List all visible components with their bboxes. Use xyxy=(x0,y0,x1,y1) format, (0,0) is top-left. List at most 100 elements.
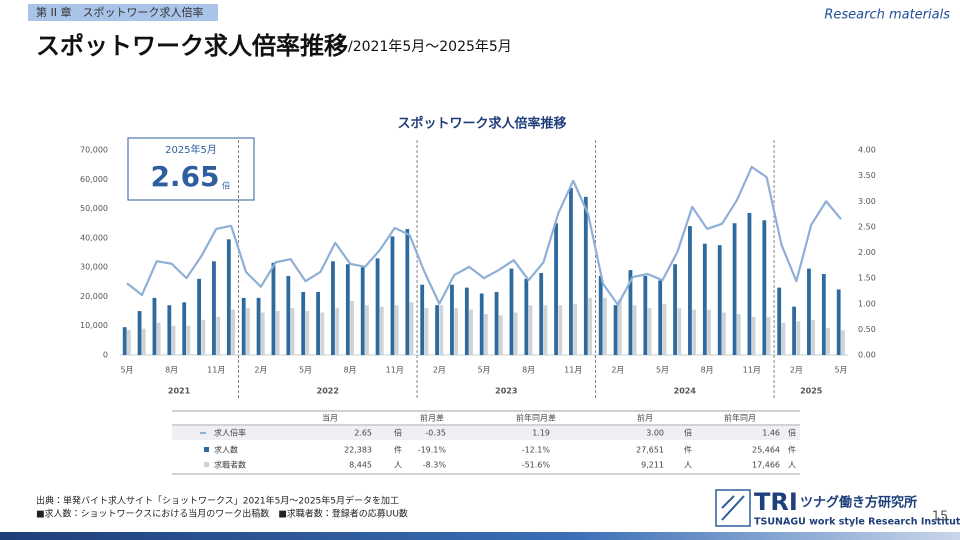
table-header: 前月差 xyxy=(420,413,444,423)
x-tick-label: 2月 xyxy=(790,366,803,375)
y2-tick-label: 3.00 xyxy=(858,197,876,206)
table-cell: 求人倍率 xyxy=(214,428,246,438)
bar xyxy=(182,302,187,355)
table-cell: 倍 xyxy=(394,428,402,438)
x-tick-label: 8月 xyxy=(344,366,357,375)
bar xyxy=(450,284,454,355)
table-cell: 件 xyxy=(394,445,402,455)
table-cell: 求職者数 xyxy=(214,460,246,470)
table-cell: -8.3% xyxy=(423,461,447,470)
callout-box xyxy=(127,137,255,201)
table-row-shade xyxy=(172,426,800,440)
bar xyxy=(617,299,622,355)
bar xyxy=(509,268,514,355)
table-cell: -19.1% xyxy=(418,446,447,455)
bar xyxy=(156,322,161,355)
x-tick-label: 5月 xyxy=(834,366,847,375)
table-cell: 1.46 xyxy=(762,429,780,438)
logo-icon-mark xyxy=(721,495,745,521)
table-cell: 件 xyxy=(788,445,796,455)
bar xyxy=(405,229,410,355)
table-cell: -12.1% xyxy=(522,446,551,455)
bar xyxy=(167,305,172,355)
bar xyxy=(246,308,250,355)
bar xyxy=(539,273,544,355)
bar xyxy=(420,284,425,355)
bar xyxy=(286,275,291,355)
chapter-tab xyxy=(28,4,218,21)
bar xyxy=(841,330,845,355)
tag: Research materials xyxy=(824,8,950,23)
table-cell: 22,383 xyxy=(344,446,372,455)
bar xyxy=(707,309,711,355)
bar xyxy=(632,305,637,355)
bar xyxy=(826,328,830,355)
bar xyxy=(554,223,558,355)
table-cell: 件 xyxy=(684,445,692,455)
x-tick-label: 11月 xyxy=(743,366,761,375)
bar xyxy=(766,316,771,355)
y-tick-label: 50,000 xyxy=(80,204,108,213)
bar xyxy=(796,321,801,355)
bar xyxy=(484,314,488,355)
x-tick-label: 11月 xyxy=(207,366,225,375)
y2-tick-label: 2.50 xyxy=(858,222,876,231)
bar xyxy=(141,328,146,355)
bar xyxy=(390,236,395,355)
bar xyxy=(305,311,310,355)
bar xyxy=(241,297,246,355)
bar xyxy=(122,327,127,355)
y2-tick-label: 0.50 xyxy=(858,325,876,334)
definition-note: ■求人数：ショットワークスにおける当月のワーク出稿数 ■求職者数：登録者の応募U… xyxy=(36,508,408,520)
bar xyxy=(513,312,518,355)
bar xyxy=(316,292,320,355)
bar xyxy=(821,274,826,355)
y2-tick-label: 2.00 xyxy=(858,248,876,257)
table-cell: 倍 xyxy=(788,428,796,438)
bar xyxy=(702,243,707,355)
y2-tick-label: 4.00 xyxy=(858,146,876,155)
year-label: 2023 xyxy=(495,387,517,396)
bar xyxy=(231,309,235,355)
bar xyxy=(583,196,588,355)
x-tick-label: 11月 xyxy=(564,366,582,375)
logo-text: TRI xyxy=(754,488,798,516)
bar xyxy=(260,312,265,355)
bar xyxy=(777,287,782,355)
bar xyxy=(588,297,592,355)
y-tick-label: 20,000 xyxy=(80,292,108,301)
x-tick-label: 5月 xyxy=(656,366,669,375)
bar xyxy=(781,322,786,355)
bar xyxy=(365,305,369,355)
bar xyxy=(658,280,663,355)
bar xyxy=(643,275,648,355)
bar xyxy=(673,264,677,355)
bar xyxy=(435,305,439,355)
bar xyxy=(498,315,503,355)
x-tick-label: 8月 xyxy=(522,366,535,375)
y-tick-label: 0 xyxy=(103,351,108,360)
bar xyxy=(543,305,548,355)
y-tick-label: 30,000 xyxy=(80,263,108,272)
logo-en: TSUNAGU work style Research Institute xyxy=(754,517,960,528)
callout-period: 2025年5月 xyxy=(165,143,217,156)
bar xyxy=(613,305,618,355)
table-cell: 人 xyxy=(788,461,796,470)
table-cell: 17,466 xyxy=(752,461,780,470)
bar xyxy=(762,220,767,355)
table-cell: -51.6% xyxy=(522,461,551,470)
x-tick-label: 5月 xyxy=(299,366,312,375)
table-cell: 倍 xyxy=(684,428,692,438)
bar xyxy=(479,293,484,355)
bar xyxy=(271,262,276,355)
x-tick-label: 8月 xyxy=(165,366,178,375)
bar xyxy=(137,311,142,355)
table-header: 前年同月 xyxy=(724,413,756,423)
bar xyxy=(186,325,191,355)
bar xyxy=(569,188,573,355)
bar xyxy=(216,316,221,355)
x-tick-label: 8月 xyxy=(701,366,714,375)
x-tick-label: 2月 xyxy=(611,366,624,375)
year-label: 2025 xyxy=(800,387,823,396)
